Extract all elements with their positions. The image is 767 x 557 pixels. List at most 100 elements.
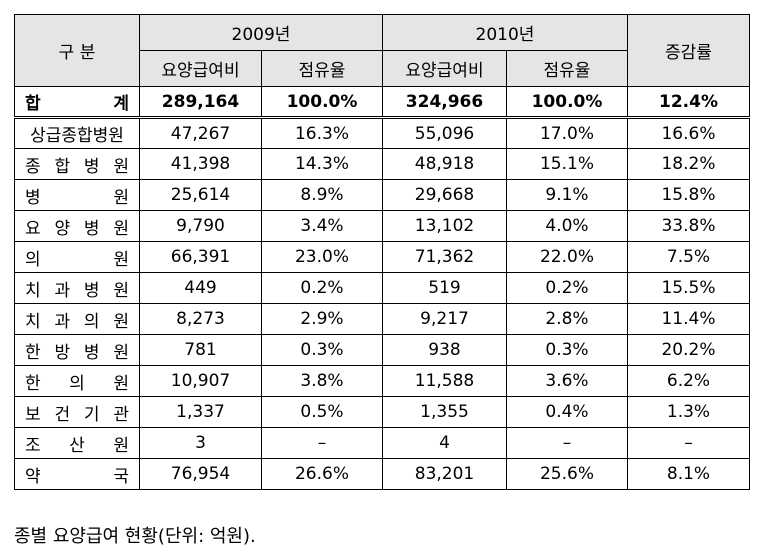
cell-cost2009: 41,398 xyxy=(139,148,262,180)
cell-share2010: 22.0% xyxy=(506,241,628,273)
cell-cost2009: 25,614 xyxy=(139,179,262,211)
cell-share2010: 2.8% xyxy=(506,303,628,335)
cell-share2009: 14.3% xyxy=(261,148,383,180)
cell-cost2010: 519 xyxy=(382,272,507,304)
table-row: 조 산 원 3–4– – xyxy=(14,427,750,459)
cell-change: 6.2% xyxy=(627,365,750,397)
cell-share2010: 0.3% xyxy=(506,334,628,366)
cell-share2009: 23.0% xyxy=(261,241,383,273)
table-row: 요 양 병 원 9,790 3.4% 13,102 4.0% 33.8% xyxy=(14,210,750,242)
cell-share2010: 0.4% xyxy=(506,396,628,428)
cell-share2010: 4.0% xyxy=(506,210,628,242)
cell-cost2010: 48,918 xyxy=(382,148,507,180)
cell-cost2010: 83,201 xyxy=(382,458,507,490)
cell-cost2009: 9,790 xyxy=(139,210,262,242)
cell-share2009: 26.6% xyxy=(261,458,383,490)
table-row: 한 방 병 원 781 0.3% 938 0.3% 20.2% xyxy=(14,334,750,366)
cell-share2010: 9.1% xyxy=(506,179,628,211)
cell-change: 16.6% xyxy=(627,117,750,149)
table-row: 상급종합병원 47,267 16.3% 55,096 17.0% 16.6% xyxy=(14,117,750,149)
cell-change: – xyxy=(627,427,750,459)
cell-share2010: 0.2% xyxy=(506,272,628,304)
cell-change: 15.8% xyxy=(627,179,750,211)
cell-share2010: 15.1% xyxy=(506,148,628,180)
header-cost-2009: 요양급여비 xyxy=(139,50,262,87)
cell-cost2009: 10,907 xyxy=(139,365,262,397)
cell-cost2010: 9,217 xyxy=(382,303,507,335)
cell-cost2009: 3 xyxy=(139,427,262,459)
cell-share2009: 3.8% xyxy=(261,365,383,397)
cell-share2009: 0.5% xyxy=(261,396,383,428)
cell-change: 15.5% xyxy=(627,272,750,304)
cell-cost2010: 55,096 xyxy=(382,117,507,149)
cell-share2009: 0.3% xyxy=(261,334,383,366)
header-category: 구 분 xyxy=(14,14,140,87)
cell-share2010: 17.0% xyxy=(506,117,628,149)
cell-cost2009: 289,164 xyxy=(139,86,262,119)
cell-cost2010: 13,102 xyxy=(382,210,507,242)
cell-change: 33.8% xyxy=(627,210,750,242)
benefit-cost-table: 구 분 2009년 2010년 증감률 요양급여비 점유율 요양급여비 점유율 … xyxy=(14,14,750,490)
cell-change: 11.4% xyxy=(627,303,750,335)
header-change-rate: 증감률 xyxy=(627,14,750,87)
cell-share2009: – xyxy=(261,427,383,459)
table-row: 한 의 원 10,907 3.8% 11,588 3.6% 6.2% xyxy=(14,365,750,397)
cell-cost2009: 8,273 xyxy=(139,303,262,335)
cell-change: 18.2% xyxy=(627,148,750,180)
table-caption: 종별 요양급여 현황(단위: 억원). xyxy=(14,526,256,547)
total-row: 합 계 289,164 100.0% 324,966 100.0% 12.4% xyxy=(14,86,750,119)
table-row: 약 국 76,954 26.6% 83,201 25.6% 8.1% xyxy=(14,458,750,490)
cell-change: 7.5% xyxy=(627,241,750,273)
cell-change: 20.2% xyxy=(627,334,750,366)
cell-change: 12.4% xyxy=(627,86,750,119)
header-share-2010: 점유율 xyxy=(506,50,628,87)
row-label: 상급종합병원 xyxy=(14,117,140,149)
cell-cost2010: 4 xyxy=(382,427,507,459)
cell-share2009: 3.4% xyxy=(261,210,383,242)
cell-share2009: 16.3% xyxy=(261,117,383,149)
header-year-2009: 2009년 xyxy=(139,14,383,51)
header-year-2010: 2010년 xyxy=(382,14,628,51)
cell-cost2010: 938 xyxy=(382,334,507,366)
header-share-2009: 점유율 xyxy=(261,50,383,87)
cell-share2009: 100.0% xyxy=(261,86,383,119)
cell-share2009: 2.9% xyxy=(261,303,383,335)
table-row: 치 과 의 원 8,273 2.9% 9,217 2.8% 11.4% xyxy=(14,303,750,335)
cell-share2010: 100.0% xyxy=(506,86,628,119)
cell-cost2010: 11,588 xyxy=(382,365,507,397)
cell-cost2009: 76,954 xyxy=(139,458,262,490)
cell-share2009: 8.9% xyxy=(261,179,383,211)
cell-cost2010: 71,362 xyxy=(382,241,507,273)
header-cost-2010: 요양급여비 xyxy=(382,50,507,87)
cell-cost2010: 29,668 xyxy=(382,179,507,211)
cell-share2010: 25.6% xyxy=(506,458,628,490)
table-row: 보 건 기 관 1,337 0.5% 1,355 0.4% 1.3% xyxy=(14,396,750,428)
cell-change: 8.1% xyxy=(627,458,750,490)
table-row: 의 원 66,391 23.0% 71,362 22.0% 7.5% xyxy=(14,241,750,273)
cell-cost2010: 1,355 xyxy=(382,396,507,428)
cell-share2009: 0.2% xyxy=(261,272,383,304)
cell-share2010: – xyxy=(506,427,628,459)
table-row: 치 과 병 원 449 0.2% 519 0.2% 15.5% xyxy=(14,272,750,304)
cell-cost2009: 449 xyxy=(139,272,262,304)
cell-cost2009: 1,337 xyxy=(139,396,262,428)
cell-change: 1.3% xyxy=(627,396,750,428)
table-row: 병 원 25,614 8.9% 29,668 9.1% 15.8% xyxy=(14,179,750,211)
cell-share2010: 3.6% xyxy=(506,365,628,397)
cell-cost2009: 47,267 xyxy=(139,117,262,149)
table-row: 종 합 병 원 41,398 14.3% 48,918 15.1% 18.2% xyxy=(14,148,750,180)
cell-cost2009: 66,391 xyxy=(139,241,262,273)
table-body: 합 계 289,164 100.0% 324,966 100.0% 12.4% 상급종합병원 4… xyxy=(14,86,750,490)
cell-cost2009: 781 xyxy=(139,334,262,366)
